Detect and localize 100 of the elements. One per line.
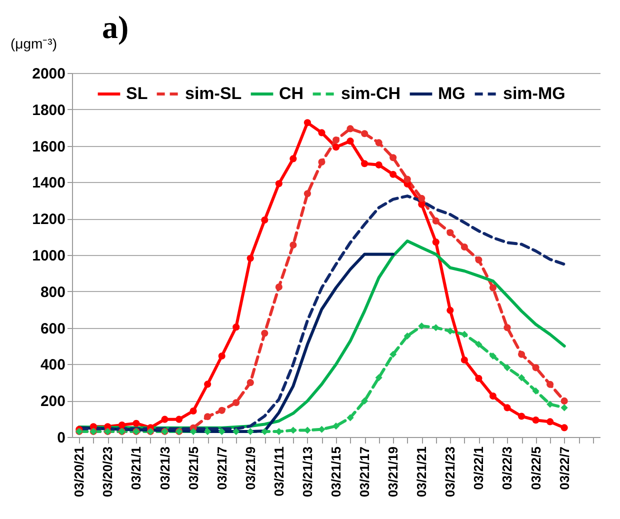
- point: [390, 350, 397, 358]
- x-tick-label: 03/21/15: [328, 446, 344, 498]
- point: [190, 428, 197, 436]
- x-tick-label: 03/22/1: [471, 446, 486, 490]
- point: [418, 194, 426, 202]
- x-tick-label: 03/21/17: [357, 446, 372, 498]
- y-tick-label: 600: [40, 320, 66, 338]
- point: [218, 406, 226, 414]
- x-tick-label: 03/21/9: [242, 446, 258, 490]
- point: [446, 229, 454, 236]
- point: [375, 161, 382, 168]
- point: [118, 421, 126, 429]
- point: [361, 130, 368, 138]
- point: [290, 241, 297, 249]
- legend-label: sim-SL: [185, 84, 242, 103]
- y-tick-label: 1000: [32, 248, 66, 264]
- legend-label: sim-MG: [503, 84, 566, 103]
- y-tick-label: 1400: [32, 174, 66, 192]
- point: [161, 416, 168, 423]
- point: [532, 364, 540, 372]
- y-tick-label: 1200: [32, 211, 66, 228]
- y-tick-label: 1800: [32, 102, 66, 119]
- chart-title: a): [102, 9, 129, 45]
- point: [246, 428, 254, 436]
- point: [261, 330, 268, 337]
- x-tick-label: 03/21/23: [442, 446, 458, 498]
- point: [404, 176, 411, 183]
- point: [332, 136, 340, 144]
- y-tick-label: 200: [40, 393, 66, 410]
- point: [318, 129, 326, 136]
- point: [218, 352, 226, 360]
- y-tick-label: 800: [40, 284, 66, 301]
- point: [560, 397, 568, 404]
- point: [532, 416, 540, 424]
- point: [460, 356, 468, 364]
- point: [361, 160, 368, 168]
- x-tick-label: 03/20/23: [100, 446, 116, 498]
- point: [332, 144, 340, 151]
- point: [204, 380, 212, 388]
- point: [475, 256, 482, 264]
- x-tick-label: 03/22/5: [528, 446, 544, 490]
- point: [489, 392, 497, 400]
- point: [304, 190, 311, 198]
- point: [518, 374, 526, 382]
- point: [190, 407, 197, 415]
- point: [390, 170, 397, 178]
- point: [489, 284, 497, 292]
- point: [375, 139, 382, 146]
- point: [261, 216, 268, 224]
- y-tick-label: 0: [57, 430, 66, 446]
- point: [332, 422, 340, 430]
- point: [504, 364, 511, 372]
- point: [204, 413, 212, 420]
- point: [404, 332, 411, 340]
- point: [560, 424, 568, 432]
- point: [532, 387, 540, 394]
- point: [546, 400, 554, 408]
- y-tick-label: 2000: [32, 66, 66, 82]
- y-axis-title: (μgm⁻³): [10, 36, 58, 52]
- legend-label: MG: [438, 84, 466, 103]
- point: [446, 328, 454, 335]
- point: [246, 254, 254, 262]
- point: [232, 399, 240, 406]
- point: [432, 238, 440, 246]
- point: [518, 412, 526, 420]
- point: [475, 374, 482, 382]
- legend-label: SL: [126, 84, 148, 103]
- point: [432, 217, 440, 224]
- point: [275, 284, 282, 291]
- point: [346, 125, 354, 132]
- point: [390, 154, 397, 162]
- point: [546, 418, 554, 426]
- point: [346, 138, 354, 145]
- y-tick-label: 400: [40, 356, 66, 374]
- x-tick-label: 03/21/13: [300, 446, 315, 498]
- x-tick-label: 03/21/1: [128, 446, 144, 490]
- point: [489, 352, 497, 360]
- legend-label: sim-CH: [341, 84, 401, 103]
- point: [204, 428, 212, 436]
- point: [518, 350, 526, 358]
- x-tick-label: 03/21/5: [186, 446, 201, 490]
- point: [132, 420, 140, 427]
- point: [304, 119, 311, 126]
- y-tick-label: 1600: [32, 138, 66, 156]
- point: [504, 404, 511, 412]
- x-tick-label: 03/21/21: [414, 446, 430, 498]
- point: [232, 324, 240, 331]
- point: [290, 155, 297, 162]
- point: [546, 380, 554, 388]
- point: [218, 428, 226, 436]
- x-tick-label: 03/20/21: [72, 446, 87, 498]
- point: [232, 428, 240, 436]
- point: [418, 200, 426, 208]
- point: [446, 306, 454, 314]
- point: [418, 322, 426, 330]
- point: [504, 324, 511, 332]
- point: [375, 374, 382, 382]
- x-tick-label: 03/22/3: [500, 446, 515, 490]
- x-tick-label: 03/21/11: [271, 446, 286, 496]
- point: [275, 180, 282, 188]
